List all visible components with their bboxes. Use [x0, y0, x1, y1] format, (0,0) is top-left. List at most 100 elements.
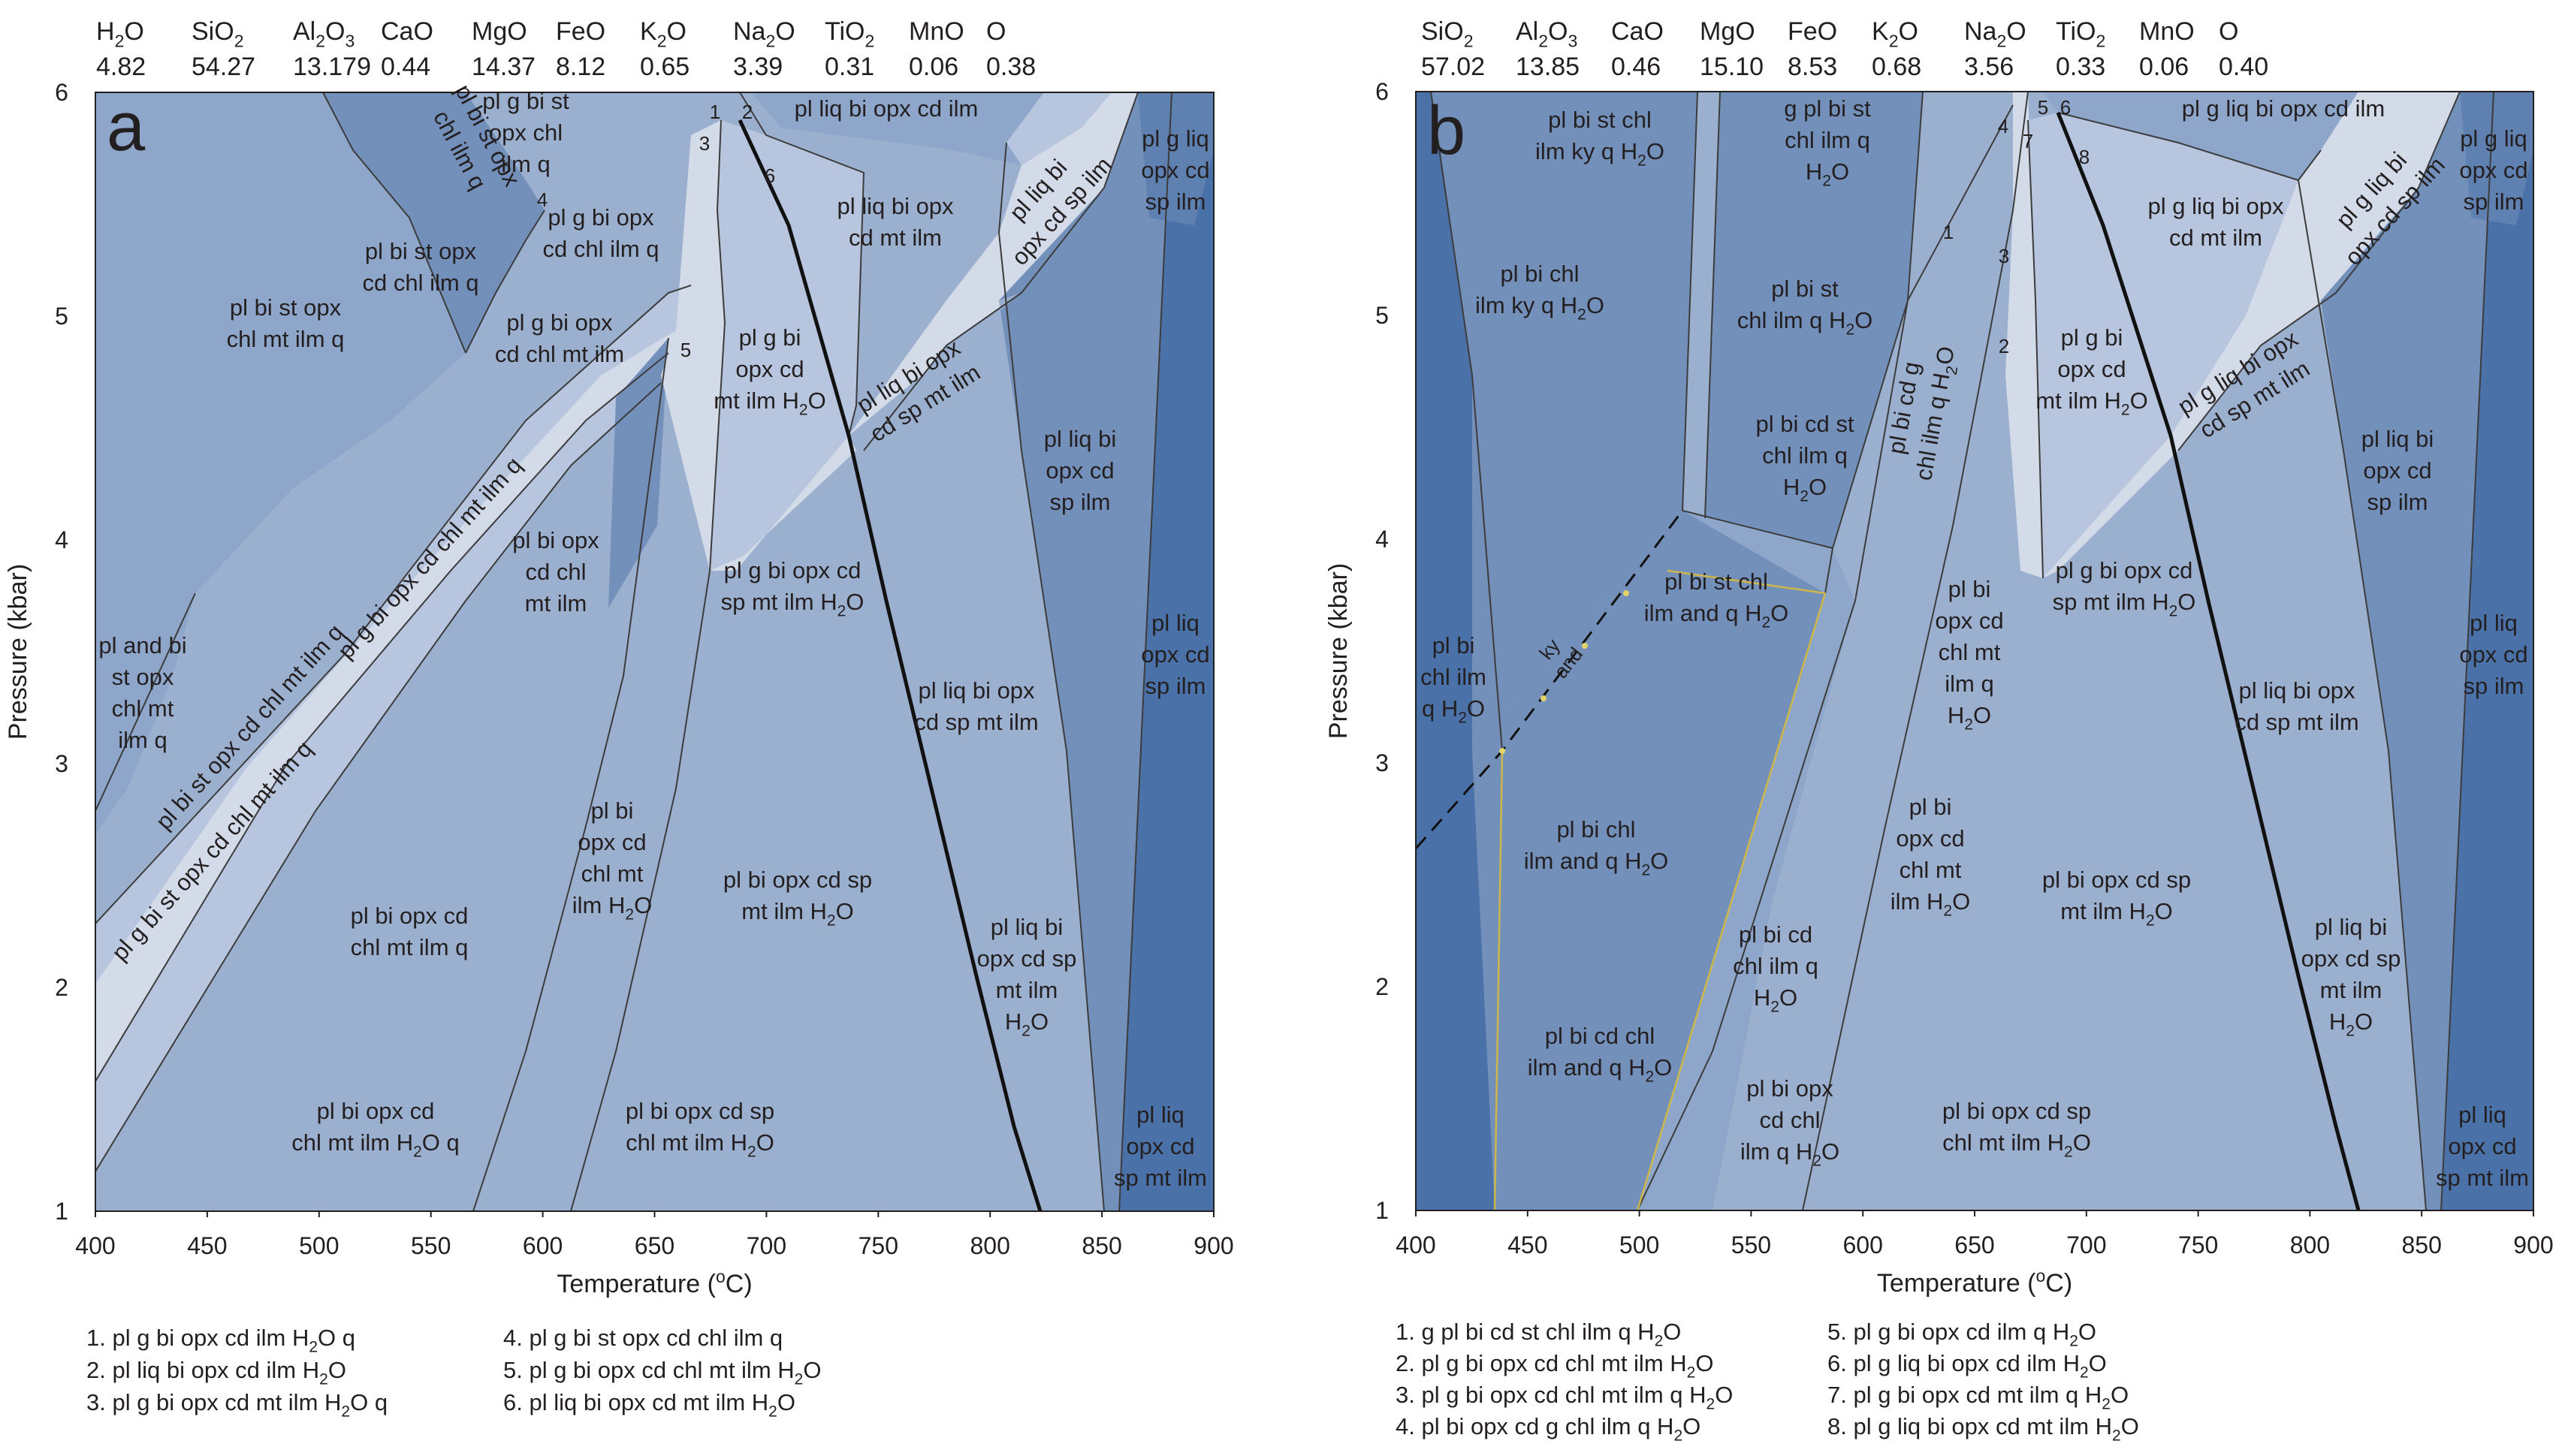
panel-b-legend-item: 8. pl g liq bi opx cd mt ilm H2O — [1827, 1413, 2139, 1445]
field-label-line: cd chl ilm q — [542, 236, 659, 262]
panel-a-field-number: 2 — [742, 101, 753, 123]
field-label-line: sp ilm — [2464, 188, 2524, 215]
field-label-line: pl bi st — [1771, 276, 1839, 302]
field-label-line: pl bi opx cd — [317, 1098, 435, 1124]
panel-a-field-label: pl liq bi opx cd sp ilm — [1044, 426, 1117, 515]
panel-a-oxide-value: 3.39 — [733, 53, 783, 81]
panel-a-field-label: pl liq opx cd sp ilm — [1141, 610, 1209, 699]
panel-a-oxide-name: MgO — [472, 17, 527, 46]
panel-b-x-tick-label: 600 — [1843, 1231, 1883, 1259]
field-label-line: ilm H2O — [572, 892, 652, 924]
panel-b-field-label: pl bi chl ilm q H2O — [1420, 632, 1486, 727]
panel-a-legend-item: 2. pl liq bi opx cd ilm H2O — [86, 1357, 346, 1388]
panel-a-field-label: pl bi opx cd sp chl mt ilm H2O — [626, 1098, 774, 1161]
field-label-line: pl bi cd st — [1756, 411, 1854, 437]
panel-b-oxide-name: FeO — [1788, 17, 1837, 46]
panel-a-field-label: pl bi st opx chl mt ilm q — [227, 294, 345, 352]
panel-b-field-label: pl g liq opx cd sp ilm — [2459, 125, 2527, 215]
field-label-line: ilm and q H2O — [1528, 1054, 1673, 1086]
field-label-line: mt ilm — [996, 977, 1058, 1003]
panel-a-oxide-name: O — [986, 17, 1006, 46]
field-label-line: cd mt ilm — [2169, 225, 2262, 251]
panel-b — [1414, 91, 2534, 1211]
panel-b-legend-item: 7. pl g bi opx cd mt ilm q H2O — [1827, 1382, 2129, 1413]
panel-a-field-label: pl bi opx cd sp mt ilm H2O — [723, 867, 872, 930]
field-label-line: H2O — [1948, 702, 1991, 734]
panel-a-oxide-value: 0.65 — [640, 53, 690, 81]
panel-a-y-tick-label: 1 — [55, 1198, 68, 1225]
field-label-line: ilm q — [501, 151, 550, 177]
panel-b-legend-item: 3. pl g bi opx cd chl mt ilm q H2O — [1396, 1382, 1733, 1413]
panel-b-boundaries — [1430, 91, 2494, 1211]
panel-b-x-tick-label: 900 — [2513, 1231, 2553, 1259]
panel-b-x-tick-label: 400 — [1396, 1231, 1435, 1259]
field-label-line: chl mt — [1939, 639, 2001, 665]
field-label-line: cd chl — [526, 559, 587, 585]
panel-b-oxide-value: 0.33 — [2056, 53, 2105, 81]
panel-a-legend-item: 6. pl liq bi opx cd mt ilm H2O — [503, 1389, 795, 1421]
panel-b-oxide-name: Na2O — [1964, 17, 2026, 51]
field-bi-opx-cd-chl — [1713, 92, 2028, 1210]
field-label-line: pl bi opx — [512, 527, 599, 553]
panel-b-field-label: pl bi opx cd chl mt ilm H2O — [1891, 794, 1970, 920]
panel-a-oxide-name: CaO — [381, 17, 433, 46]
panel-a-oxide-name: Na2O — [733, 17, 795, 51]
field-liq-opx-cd-sp-ilm — [2441, 92, 2533, 1210]
field-label-line: cd sp mt ilm — [914, 709, 1038, 735]
panel-a-field-label: pl g bi opx cd sp mt ilm H2O — [721, 557, 865, 620]
panel-a-field-label: pl liq bi opx cd sp mt ilm — [914, 677, 1038, 735]
panel-b-oxide-name: CaO — [1611, 17, 1664, 46]
field-light-top — [1006, 92, 1112, 165]
field-label-line: pl bi st opx — [230, 294, 342, 321]
panel-b-field-label: pl liq opx cd sp mt ilm — [2436, 1102, 2529, 1191]
panel-b-oxide-value: 3.56 — [1964, 53, 2014, 81]
field-g-bi-opx-cd-mt — [710, 120, 864, 571]
field-label-line: chl ilm q — [1785, 127, 1870, 153]
field-thin-1 — [1682, 92, 1720, 511]
field-label-line: ilm ky q H2O — [1535, 138, 1664, 170]
field-label-line: ilm H2O — [1891, 888, 1970, 920]
panel-a-field-number: 6 — [765, 164, 775, 187]
panel-a-x-tick-label: 850 — [1082, 1232, 1121, 1259]
panel-b-field-label: pl bi st chl ilm q H2O — [1737, 276, 1873, 339]
panel-b-field-label: pl bi opx cd chl ilm q H2O — [1740, 1075, 1839, 1170]
panel-a-field-label: pl bi opx cd chl mt ilm H2O q — [291, 1098, 460, 1161]
field-label-line: pl g bi — [739, 324, 801, 351]
panel-a-legend-item: 5. pl g bi opx cd chl mt ilm H2O — [503, 1357, 821, 1388]
panel-a-x-tick-label: 500 — [299, 1232, 339, 1259]
field-5 — [661, 120, 725, 571]
field-label-line: pl liq bi opx — [918, 677, 1035, 704]
field-label-line: opx cd — [2057, 356, 2126, 382]
panel-b-oxide-name: O — [2219, 17, 2238, 46]
panel-a-oxide-value: 4.82 — [96, 53, 146, 81]
field-bi-st-chl — [1705, 92, 1923, 548]
panel-a-oxide-value: 54.27 — [192, 53, 255, 81]
field-liq-bi-opx-cd-mt — [740, 92, 1044, 436]
field-label-line: pl liq — [2470, 610, 2518, 636]
field-bi-st-opx-chl-ilm — [323, 92, 545, 353]
field-label-line: opx cd — [1141, 157, 1209, 183]
panel-b-letter: b — [1427, 92, 1465, 169]
field-narrow-dark — [608, 338, 668, 608]
field-label-line: pl liq bi — [1044, 426, 1117, 452]
panel-a-x-tick-label: 600 — [523, 1232, 563, 1259]
field-label-line: opx cd — [735, 356, 804, 382]
panel-b-field-label: pl bi opx cd chl mt ilm q H2O — [1935, 576, 2003, 734]
field-label-line: sp ilm — [2367, 489, 2428, 515]
field-label-line: opx cd — [2363, 457, 2431, 484]
band-g-bi-opx — [95, 285, 691, 984]
field-label-line: pl liq — [1136, 1102, 1184, 1128]
panel-b-oxide-value: 57.02 — [1421, 53, 1485, 81]
panel-b-field-label: pl bi cd chl ilm and q H2O — [1528, 1023, 1673, 1086]
field-label-line: pl bi opx cd sp — [1942, 1098, 2091, 1124]
field-label-line: sp mt ilm — [1114, 1165, 1207, 1191]
panel-b-field-label: pl liq bi opx cd sp mt ilm — [2235, 677, 2358, 735]
field-label-line: sp ilm — [1050, 489, 1111, 515]
panel-b-oxide-value: 0.68 — [1872, 53, 1921, 81]
field-label-line: chl mt — [112, 695, 174, 722]
field-label-line: sp ilm — [1145, 673, 1206, 699]
panel-b-field-label: pl bi st chl ilm ky q H2O — [1535, 107, 1664, 170]
field-label-line: pl bi st chl — [1548, 107, 1652, 133]
field-label-line: H2O — [1806, 158, 1849, 190]
panel-a-x-tick-label: 650 — [635, 1232, 674, 1259]
